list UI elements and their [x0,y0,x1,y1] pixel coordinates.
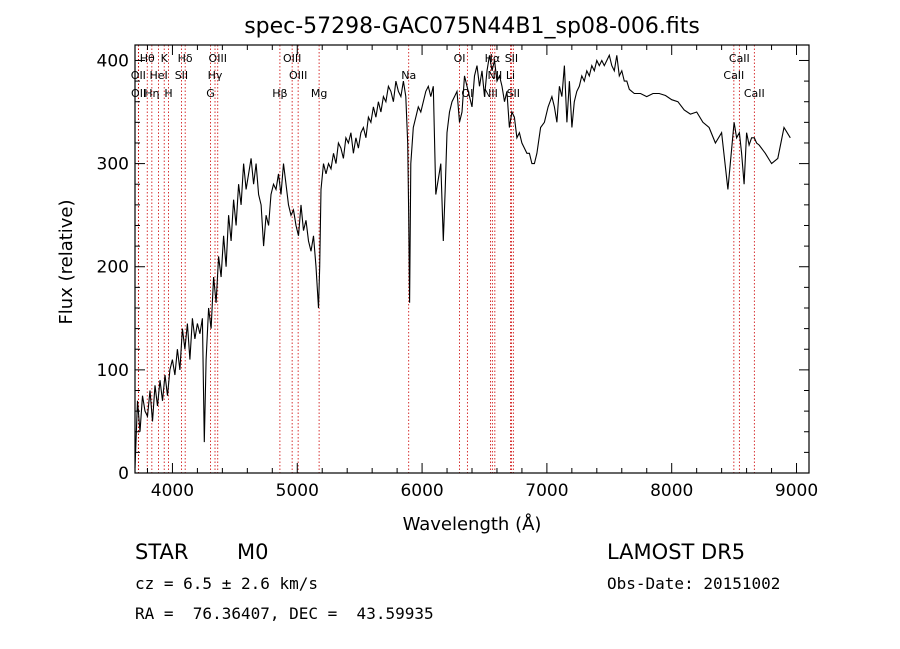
subclass: M0 [237,540,269,564]
line-label: H [164,87,172,100]
observation-date: Obs-Date: 20151002 [607,574,781,593]
line-label: Na [401,69,416,82]
line-label: Li [506,69,515,82]
line-label: Hδ [178,52,193,65]
y-tick-label: 0 [118,464,129,484]
line-label: SII [505,52,518,65]
line-label: Hα [485,52,501,65]
object-type: STAR [135,540,189,564]
x-tick-label: 6000 [400,481,443,501]
line-label: Hβ [272,87,287,100]
line-label: CaII [744,87,765,100]
line-label: K [161,52,169,65]
x-tick-label: 8000 [650,481,693,501]
chart-title: spec-57298-GAC075N44B1_sp08-006.fits [244,14,700,39]
x-tick-label: 5000 [276,481,319,501]
line-label: OI [461,87,473,100]
x-tick-label: 9000 [775,481,818,501]
line-label: OIII [209,52,227,65]
y-axis: 0 100 200 300 400 [97,51,809,484]
y-tick-label: 200 [97,258,129,278]
y-tick-label: 400 [97,51,129,71]
coordinates: RA = 76.36407, DEC = 43.59935 [135,604,434,623]
line-label: Hη [144,87,159,100]
y-axis-label: Flux (relative) [56,199,77,324]
x-tick-label: 7000 [525,481,568,501]
line-label: NII [483,87,498,100]
line-label: CaII [729,52,750,65]
plot-frame [134,44,810,474]
survey-name: LAMOST DR5 [607,540,746,564]
spectrum-line [134,53,791,468]
line-label: OIII [289,69,307,82]
redshift-velocity: cz = 6.5 ± 2.6 km/s [135,574,319,593]
line-label: SII [507,87,520,100]
line-label: OII [131,69,146,82]
line-label: HeI [149,69,167,82]
line-label: CaII [723,69,744,82]
line-label: Mg [311,87,327,100]
line-label: OIII [283,52,301,65]
line-label: Hγ [208,69,223,82]
line-label: SII [175,69,188,82]
x-tick-label: 4000 [151,481,194,501]
line-label: G [206,87,215,100]
line-label: OI [454,52,466,65]
y-tick-label: 100 [97,361,129,381]
x-axis-label: Wavelength (Å) [403,513,542,535]
x-axis: 4000 5000 6000 7000 8000 9000 [146,45,818,501]
emission-line-markers [137,45,755,473]
line-label: Hθ [140,52,155,65]
y-tick-label: 300 [97,155,129,175]
